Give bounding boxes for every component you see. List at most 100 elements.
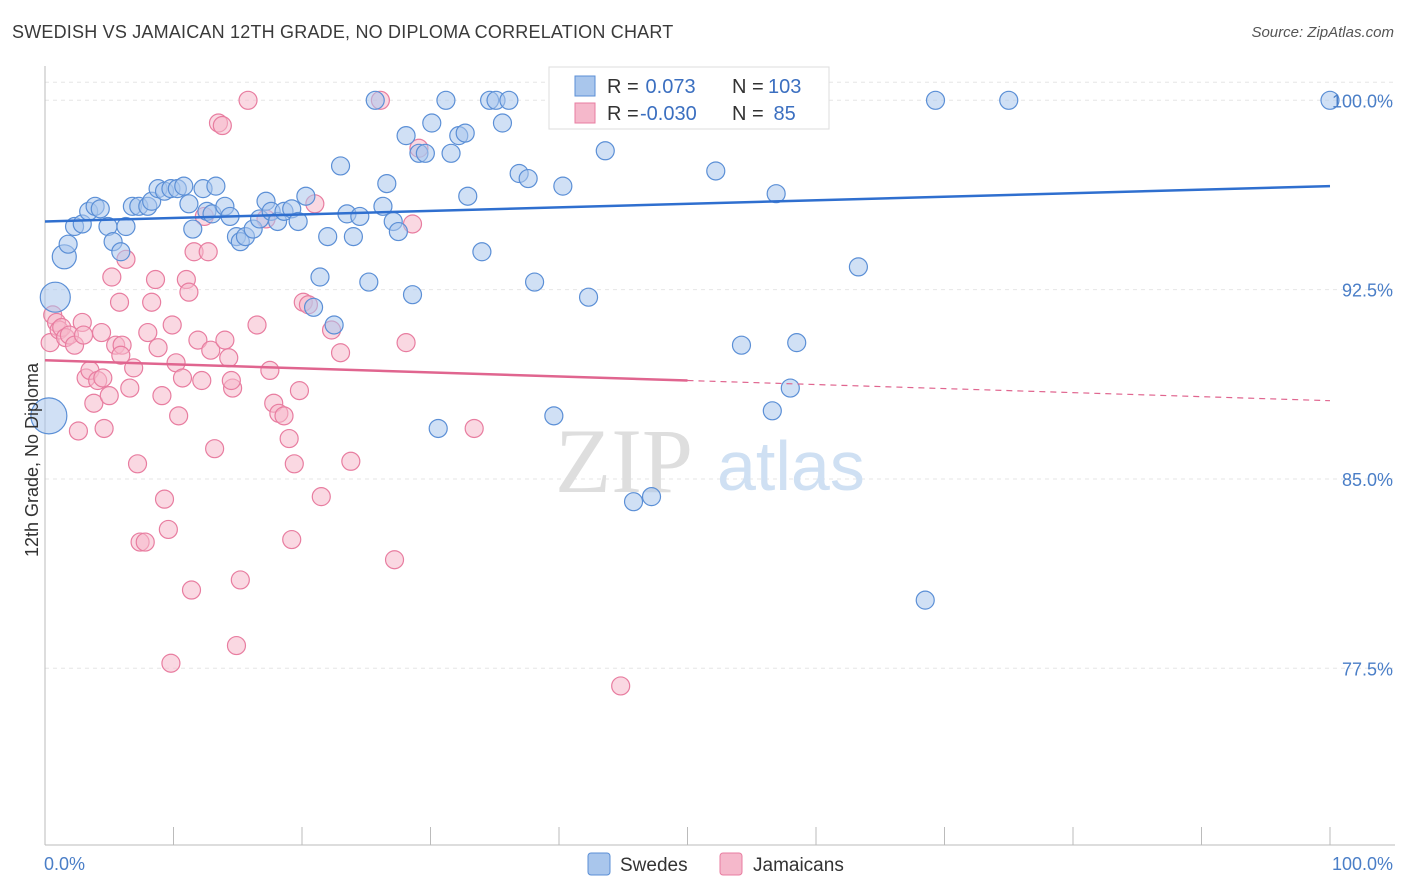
swedes-point-12 bbox=[116, 216, 136, 237]
jamaicans-points bbox=[40, 90, 631, 696]
y-tick-label-3: 100.0% bbox=[1332, 91, 1393, 111]
jamaicans-point-46 bbox=[201, 340, 221, 360]
jamaicans-point-16 bbox=[99, 386, 119, 406]
swedes-point-46 bbox=[330, 156, 351, 176]
swedes-point-27 bbox=[206, 176, 226, 196]
swedes-point-70 bbox=[492, 113, 513, 133]
x-tick-label-1: 100.0% bbox=[1332, 854, 1393, 874]
jamaicans-point-51 bbox=[219, 348, 239, 368]
swedes-point-63 bbox=[441, 143, 461, 163]
swedes-point-56 bbox=[396, 126, 416, 146]
y-tick-label-2: 92.5% bbox=[1342, 281, 1393, 301]
trend-lines bbox=[44, 184, 1331, 402]
swedes-point-59 bbox=[415, 143, 435, 163]
jamaicans-point-24 bbox=[127, 454, 148, 474]
legend-n-label-1: N = bbox=[732, 76, 764, 98]
legend-swatch-swedes bbox=[574, 75, 596, 97]
swedes-point-96 bbox=[915, 590, 935, 610]
jamaicans-point-29 bbox=[145, 269, 166, 290]
swedes-point-44 bbox=[318, 227, 338, 247]
swedes-point-22 bbox=[179, 194, 199, 214]
swedes-point-86 bbox=[706, 161, 726, 181]
swedes-point-42 bbox=[303, 297, 324, 317]
y-tick-label-0: 77.5% bbox=[1342, 659, 1393, 679]
jamaicans-point-50 bbox=[215, 330, 235, 350]
x-tick-labels: 0.0% 100.0% bbox=[44, 854, 1393, 874]
jamaicans-point-33 bbox=[158, 519, 178, 540]
legend-swatch-jamaicans bbox=[574, 102, 596, 124]
jamaicans-point-28 bbox=[142, 292, 162, 312]
jamaicans-point-64 bbox=[289, 381, 310, 401]
jamaicans-point-15 bbox=[94, 418, 114, 439]
jamaicans-trend-line bbox=[44, 359, 688, 382]
legend-n-label-2: N = bbox=[732, 103, 764, 125]
jamaicans-point-63 bbox=[284, 454, 304, 474]
swedes-point-11 bbox=[111, 242, 131, 262]
jamaicans-point-77 bbox=[464, 418, 484, 439]
bottom-legend: Swedes Jamaicans bbox=[587, 852, 844, 876]
jamaicans-point-79 bbox=[161, 653, 181, 673]
y-axis-label: 12th Grade, No Diploma bbox=[22, 362, 42, 557]
swedes-point-60 bbox=[422, 113, 442, 133]
swedes-point-43 bbox=[310, 267, 330, 287]
swedes-point-95 bbox=[848, 257, 869, 277]
swedes-point-3 bbox=[58, 234, 78, 254]
jamaicans-point-8 bbox=[68, 421, 89, 441]
jamaicans-point-17 bbox=[102, 267, 122, 287]
swedes-point-61 bbox=[428, 418, 448, 439]
swedes-point-83 bbox=[641, 487, 662, 507]
jamaicans-point-31 bbox=[152, 386, 172, 406]
jamaicans-point-14 bbox=[91, 322, 112, 343]
legend-box: R = 0.073 N = 103 R = -0.030 N = 85 bbox=[548, 66, 830, 130]
chart-title: SWEDISH VS JAMAICAN 12TH GRADE, NO DIPLO… bbox=[12, 22, 674, 42]
jamaicans-point-53 bbox=[226, 635, 247, 656]
jamaicans-point-39 bbox=[179, 282, 199, 302]
swedes-point-81 bbox=[623, 492, 644, 512]
swedes-point-62 bbox=[436, 90, 456, 110]
bottom-legend-swatch-jamaicans bbox=[719, 852, 743, 876]
watermark-atlas: atlas bbox=[717, 427, 865, 505]
bottom-legend-swatch-swedes bbox=[587, 852, 611, 876]
swedes-point-45 bbox=[324, 315, 344, 335]
x-tick-label-0: 0.0% bbox=[44, 854, 85, 874]
jamaicans-point-30 bbox=[148, 338, 168, 358]
swedes-point-78 bbox=[578, 287, 599, 307]
axes bbox=[44, 66, 1395, 846]
swedes-point-90 bbox=[762, 401, 782, 421]
swedes-point-99 bbox=[1320, 90, 1340, 110]
jamaicans-point-34 bbox=[162, 315, 182, 335]
jamaicans-point-73 bbox=[384, 550, 405, 570]
jamaicans-point-42 bbox=[188, 330, 208, 350]
swedes-point-40 bbox=[288, 211, 308, 232]
jamaicans-point-12 bbox=[84, 393, 104, 413]
bottom-legend-jamaicans: Jamaicans bbox=[753, 855, 844, 876]
chart-source: Source: ZipAtlas.com bbox=[1251, 24, 1394, 41]
legend-r-value-2: -0.030 bbox=[640, 103, 697, 125]
swedes-point-0 bbox=[30, 397, 68, 435]
jamaicans-point-84 bbox=[73, 325, 94, 345]
jamaicans-point-32 bbox=[154, 489, 175, 509]
swedes-point-75 bbox=[544, 406, 564, 426]
jamaicans-point-82 bbox=[111, 345, 131, 365]
jamaicans-point-56 bbox=[247, 315, 267, 335]
y-tick-labels: 77.5% 85.0% 92.5% 100.0% bbox=[1332, 91, 1393, 679]
jamaicans-point-43 bbox=[192, 370, 212, 391]
jamaicans-point-80 bbox=[282, 529, 302, 550]
jamaicans-point-70 bbox=[330, 343, 351, 363]
swedes-point-51 bbox=[365, 90, 385, 110]
jamaicans-point-49 bbox=[212, 115, 232, 136]
jamaicans-point-37 bbox=[172, 368, 193, 388]
swedes-point-8 bbox=[90, 199, 110, 219]
y-tick-label-1: 85.0% bbox=[1342, 470, 1393, 490]
jamaicans-point-83 bbox=[93, 368, 113, 388]
swedes-point-65 bbox=[455, 123, 475, 143]
swedes-point-41 bbox=[296, 186, 316, 206]
jamaicans-point-74 bbox=[396, 333, 416, 353]
jamaicans-point-78 bbox=[611, 676, 631, 696]
swedes-point-50 bbox=[359, 272, 379, 292]
swedes-point-1 bbox=[39, 281, 71, 313]
jamaicans-point-62 bbox=[279, 428, 299, 449]
swedes-point-97 bbox=[925, 90, 946, 110]
legend-r-value-1: 0.073 bbox=[640, 76, 696, 98]
